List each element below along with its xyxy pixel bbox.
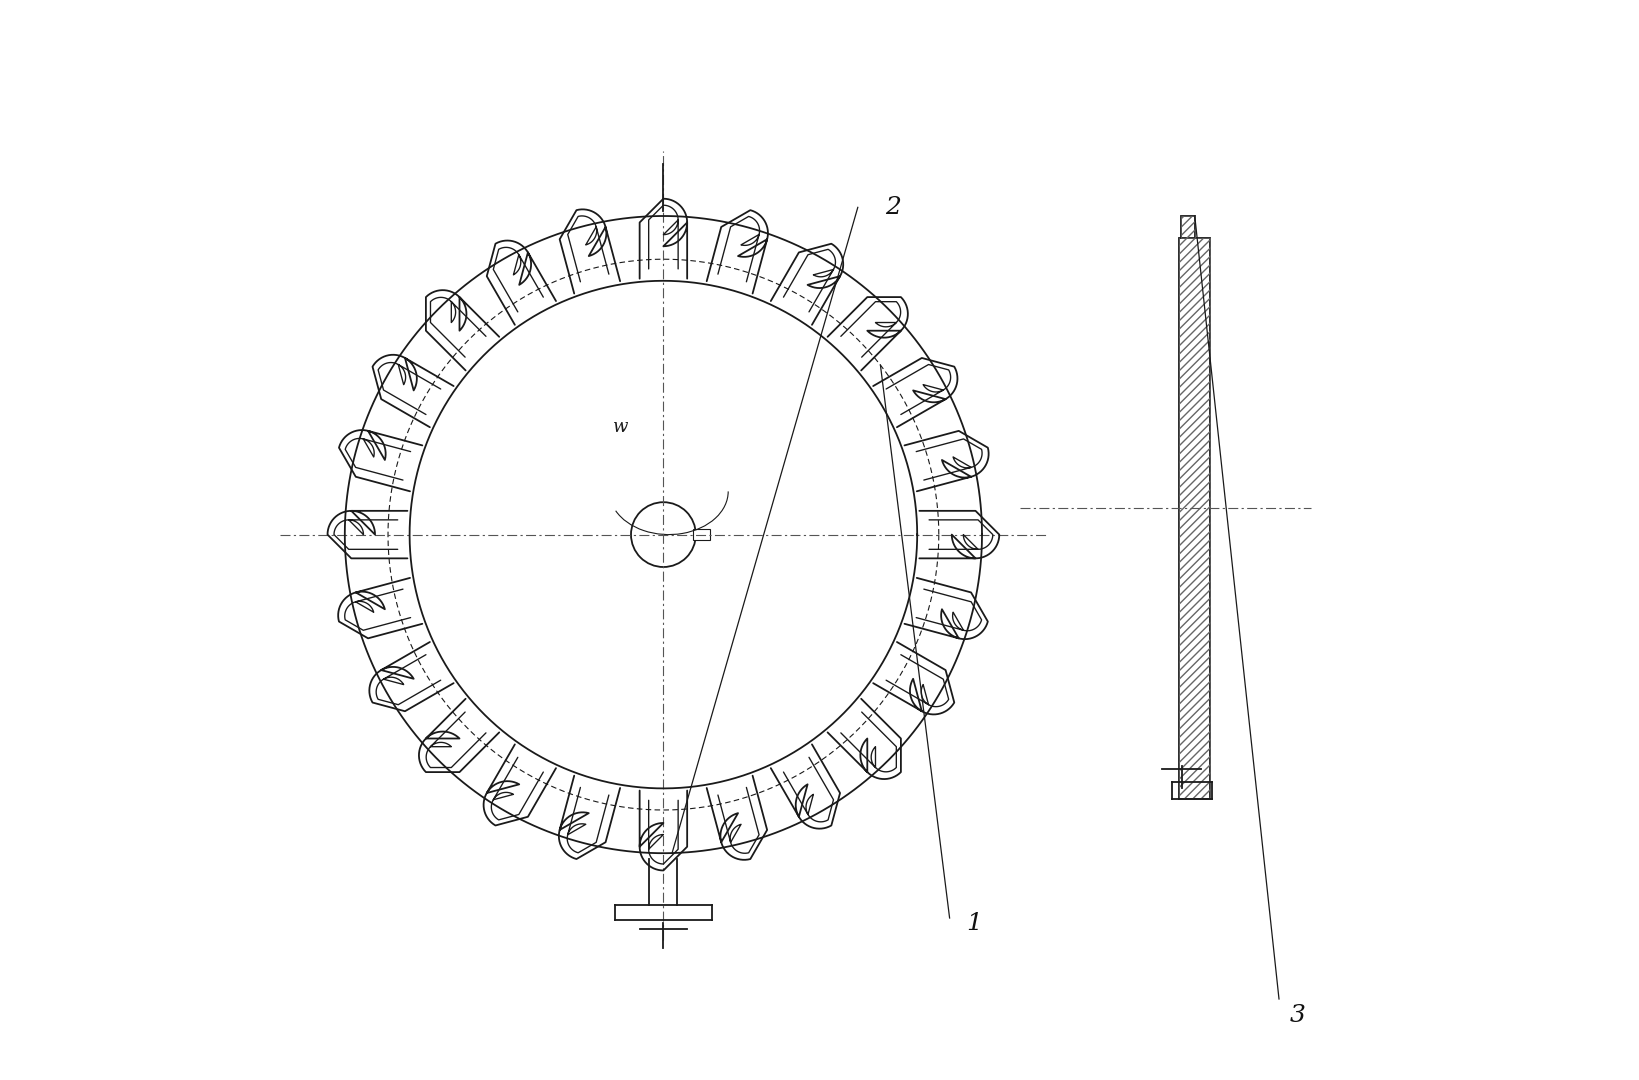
Text: w: w xyxy=(611,418,628,435)
Text: 3: 3 xyxy=(1288,1003,1305,1027)
Polygon shape xyxy=(1180,216,1195,238)
Bar xyxy=(692,529,710,540)
Circle shape xyxy=(631,502,695,567)
Text: 1: 1 xyxy=(965,912,982,935)
Text: 2: 2 xyxy=(885,195,900,219)
Polygon shape xyxy=(1178,238,1210,799)
